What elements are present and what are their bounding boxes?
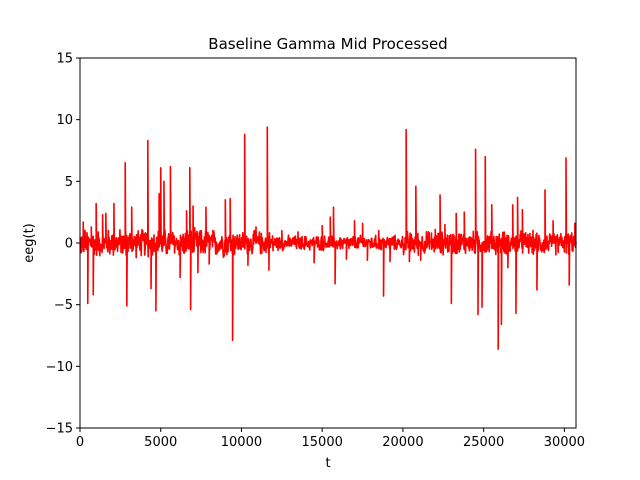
series-line [79,126,577,350]
y-tick-label: −15 [46,422,73,437]
x-tick-label: 20000 [382,435,423,450]
y-tick-label: 10 [56,113,73,128]
x-axis-ticks: 0 5000 10000 15000 20000 25000 30000 [76,428,585,450]
x-axis-title: t [325,456,330,471]
y-tick-label: 15 [56,52,73,67]
y-tick-label: 5 [65,175,73,190]
x-tick-label: 30000 [544,435,585,450]
x-tick-label: 25000 [463,435,504,450]
x-tick-label: 5000 [144,435,177,450]
series-layer [79,126,577,350]
x-tick-label: 15000 [302,435,343,450]
x-tick-label: 0 [76,435,84,450]
x-tick-label: 10000 [221,435,262,450]
y-tick-label: −10 [46,360,73,375]
chart-title: Baseline Gamma Mid Processed [208,35,447,53]
y-tick-label: −5 [54,298,73,313]
y-axis-ticks: −15 −10 −5 0 5 10 15 [46,52,80,437]
y-tick-label: 0 [65,237,73,252]
y-axis-title: eeg(t) [22,223,37,263]
plot-area [79,57,577,429]
